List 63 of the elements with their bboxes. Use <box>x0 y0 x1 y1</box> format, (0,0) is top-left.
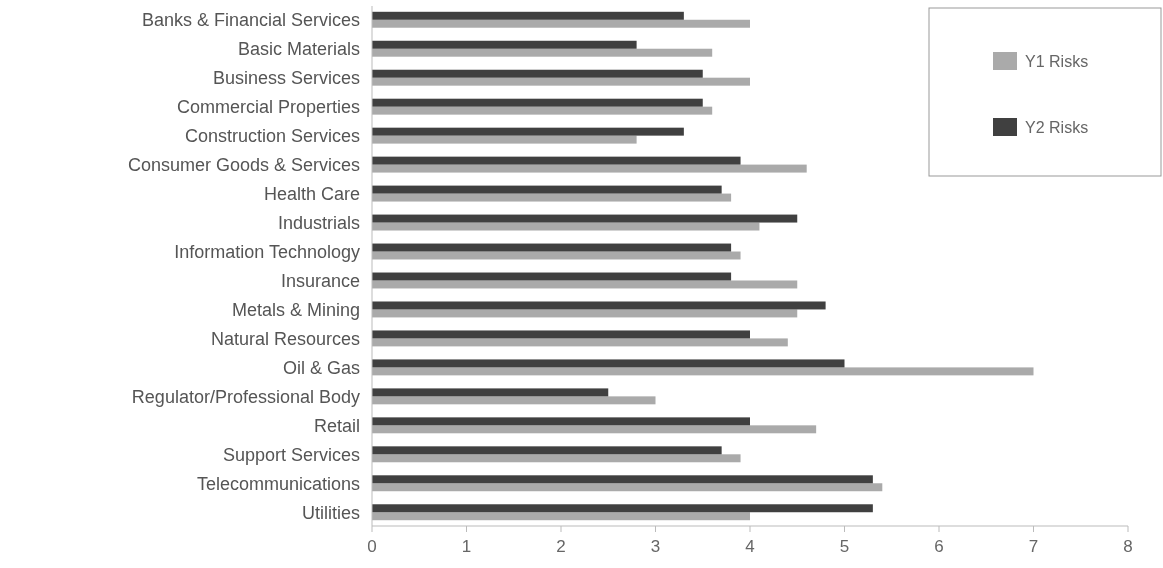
bar <box>372 164 807 173</box>
bar <box>372 214 798 223</box>
y-tick-label: Support Services <box>222 444 360 465</box>
x-tick-label: 5 <box>839 537 850 556</box>
x-tick-label: 1 <box>461 537 472 556</box>
y-tick-label: Natural Resources <box>210 328 360 349</box>
bar <box>372 512 750 521</box>
bar <box>372 396 656 405</box>
y-tick-label: Business Services <box>212 68 360 88</box>
bar <box>372 106 713 115</box>
y-tick-label: Utilities <box>301 502 360 523</box>
bar <box>372 98 703 107</box>
bar <box>372 330 750 339</box>
y-tick-label: Banks & Financial Services <box>141 10 360 31</box>
bar <box>372 193 732 202</box>
x-tick-label: 0 <box>367 537 377 556</box>
x-tick-label: 2 <box>556 537 566 556</box>
y-tick-label: Oil & Gas <box>282 357 360 378</box>
x-tick-label: 3 <box>650 537 661 556</box>
y-tick-label: Industrials <box>277 212 360 233</box>
x-tick-label: 4 <box>745 537 755 556</box>
y-tick-label: Construction Services <box>184 125 360 146</box>
y-tick-label: Retail <box>313 415 360 436</box>
y-tick-label: Regulator/Professional Body <box>131 386 360 407</box>
bar <box>372 388 609 397</box>
bar <box>372 309 798 318</box>
x-tick-label: 6 <box>934 537 944 556</box>
bar <box>372 280 798 289</box>
bar <box>372 243 732 252</box>
bar <box>372 77 750 86</box>
y-tick-label: Telecommunications <box>196 473 360 494</box>
bar <box>372 359 845 368</box>
bar <box>372 185 722 194</box>
bar <box>372 11 684 20</box>
bar <box>372 135 637 144</box>
bar <box>372 454 741 463</box>
bar <box>372 446 722 455</box>
y-tick-label: Insurance <box>280 270 360 291</box>
x-tick-label: 8 <box>1123 537 1133 556</box>
bar <box>372 156 741 165</box>
bar <box>372 48 713 57</box>
bar <box>372 475 873 484</box>
y-tick-label: Metals & Mining <box>231 299 360 320</box>
bar <box>372 127 684 136</box>
y-tick-label: Consumer Goods & Services <box>127 154 360 175</box>
y-tick-label: Commercial Properties <box>176 96 360 117</box>
y-tick-label: Basic Materials <box>237 39 360 60</box>
bar <box>372 504 873 513</box>
bar <box>372 222 760 231</box>
bar <box>372 483 883 492</box>
bar <box>372 338 788 347</box>
bar <box>372 425 817 434</box>
bar <box>372 19 750 28</box>
bar <box>372 69 703 78</box>
bar <box>372 367 1034 376</box>
bar <box>372 417 750 426</box>
legend-label: Y1 Risks <box>1025 52 1089 70</box>
legend-label: Y2 Risks <box>1025 118 1089 136</box>
x-tick-label: 7 <box>1028 537 1039 556</box>
y-tick-label: Health Care <box>263 183 360 204</box>
bar <box>372 301 826 310</box>
bar <box>372 40 637 49</box>
y-tick-label: Information Technology <box>174 241 360 262</box>
